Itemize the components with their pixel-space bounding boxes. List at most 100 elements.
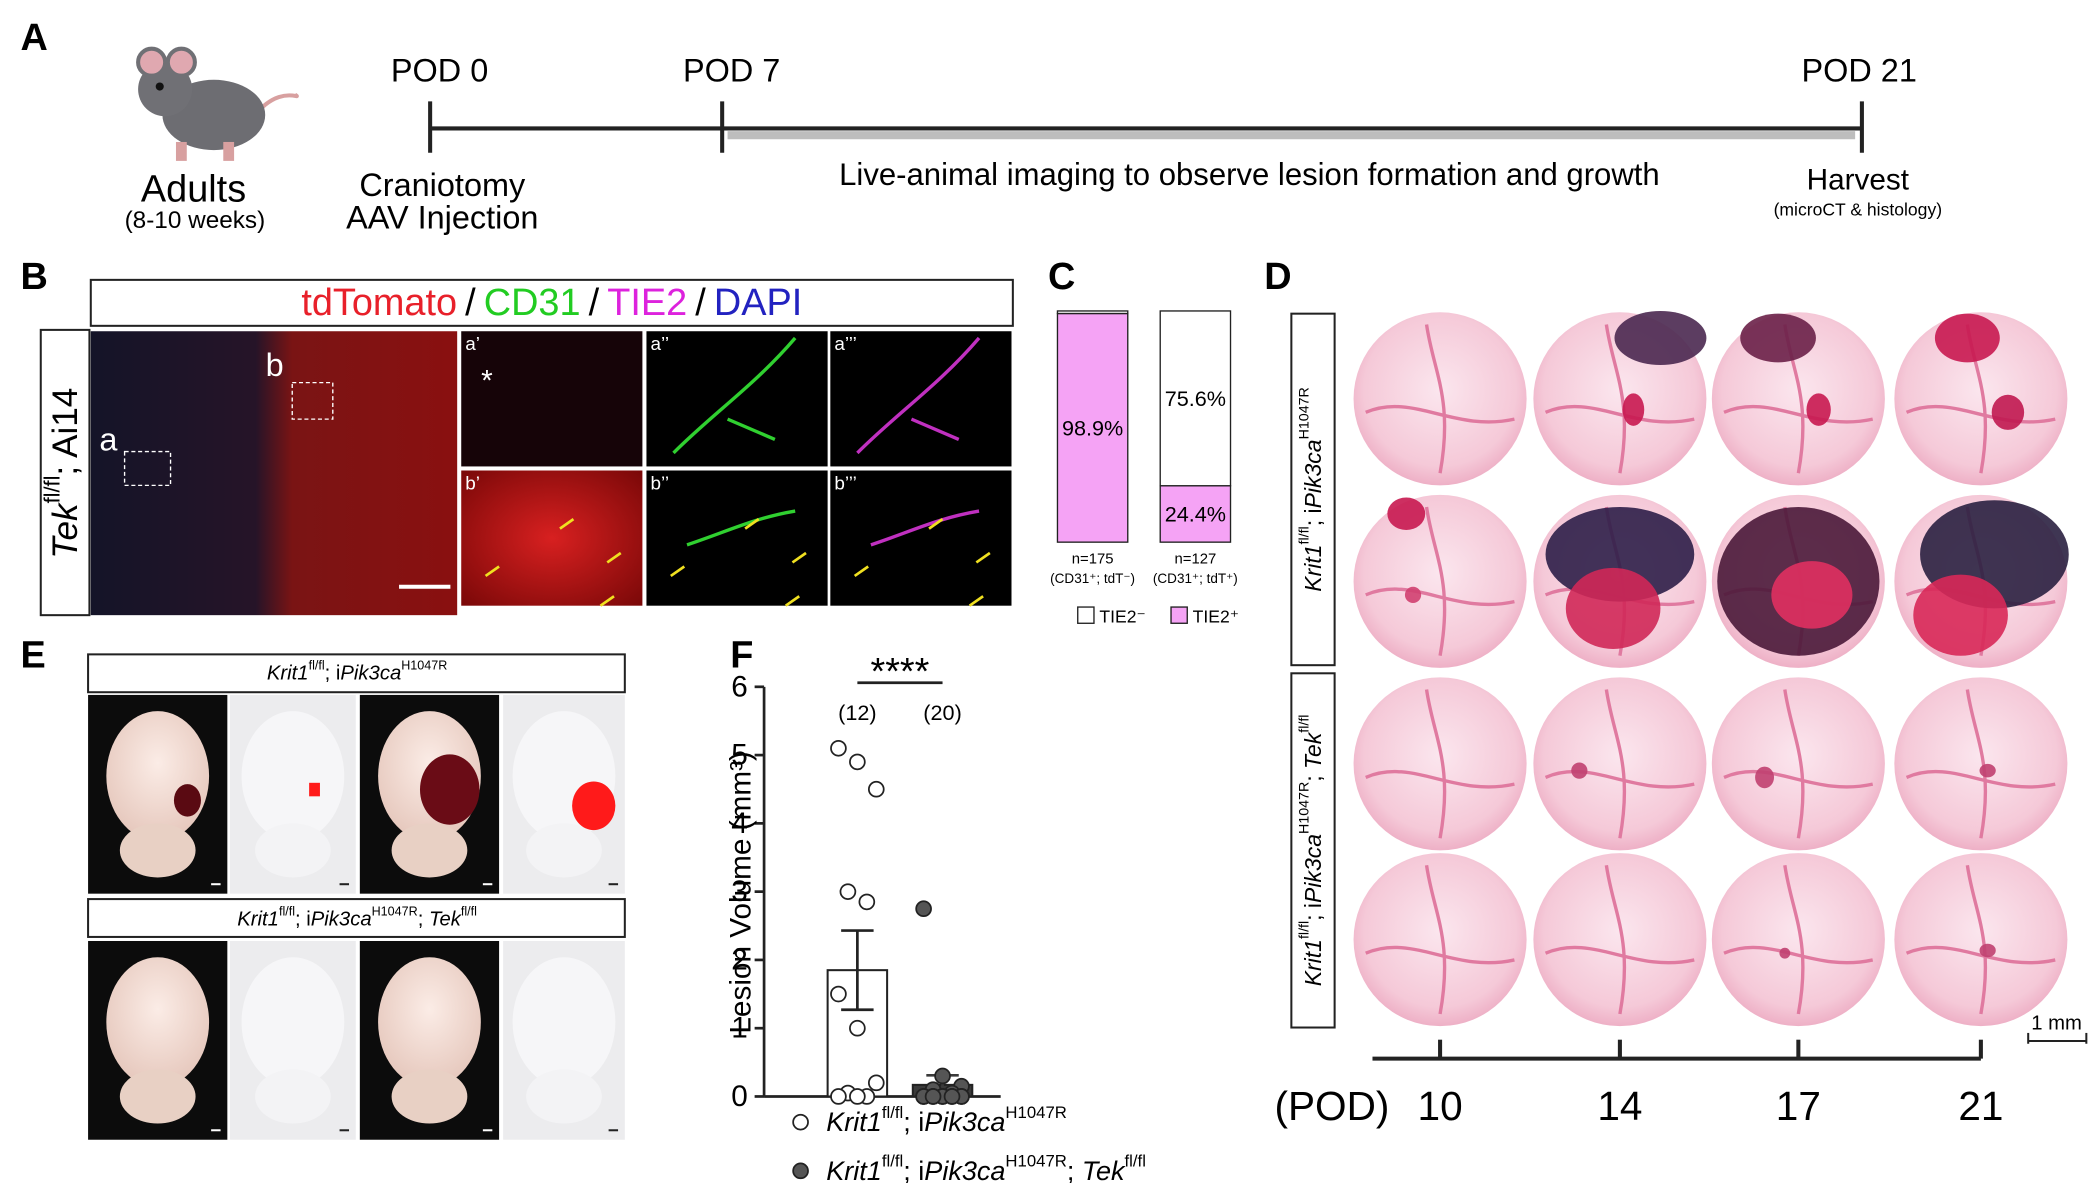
text-part: Pik3ca [340, 662, 401, 684]
text-part: H1047R [1296, 782, 1312, 834]
dish-image [1353, 494, 1527, 668]
timeline [428, 101, 1864, 153]
text-part: ; [418, 908, 429, 930]
timepoint: POD 21 [1802, 52, 1917, 88]
text-part: H1047R [401, 659, 447, 673]
text-part: ; i [325, 662, 341, 684]
arrow [975, 551, 991, 564]
vessel [1723, 689, 1874, 839]
mouse-icon [136, 46, 299, 161]
text-part: ; i [295, 908, 311, 930]
vessel [1905, 865, 2056, 1015]
significance: **** [870, 651, 929, 693]
lesion [1771, 561, 1853, 629]
category-note: (CD31⁺; tdT⁻) [1050, 571, 1135, 586]
lesion [1622, 393, 1645, 426]
brain [241, 711, 345, 841]
lesion [173, 784, 201, 817]
stain-name: / [465, 282, 476, 324]
event: Craniotomy [359, 167, 526, 203]
imaging-period [727, 131, 1856, 140]
vessel [1365, 324, 1515, 474]
category-note: (CD31⁺; tdT⁺) [1153, 571, 1238, 586]
data-point [849, 1019, 866, 1037]
vessel [1365, 689, 1515, 839]
text-part: H1047R [1005, 1102, 1066, 1121]
dish-image [1533, 677, 1707, 851]
subpanel-label: b’’ [651, 474, 670, 495]
inset-label: a [99, 421, 118, 457]
text-part: Pik3ca [311, 908, 372, 930]
data-point [934, 1067, 951, 1085]
legend-label: Krit1fl/fl; iPik3caH1047R [826, 1102, 1067, 1137]
text-part: ; [1067, 1156, 1082, 1183]
category-label: n=127 [1175, 552, 1217, 568]
cerebellum [255, 823, 331, 878]
event: Harvest [1807, 163, 1910, 196]
text-part: fl/fl [1125, 1151, 1146, 1170]
time-label: 17 [1776, 1083, 1821, 1129]
text-part: ; [1300, 769, 1326, 782]
vessel [1723, 865, 1874, 1015]
value-label: 98.9% [1062, 415, 1123, 440]
y-tick-label: 4 [731, 807, 748, 840]
vessel [1905, 689, 2056, 839]
text-part: fl/fl [1296, 921, 1312, 939]
value-label: 24.4% [1165, 501, 1226, 526]
text-part: fl/fl [1296, 526, 1312, 544]
data-point [849, 753, 866, 771]
scale-label: 1 mm [2031, 1012, 2082, 1034]
vessel [686, 509, 796, 547]
cerebellum [391, 1069, 468, 1124]
lesion [1979, 943, 1996, 958]
lesion [1934, 313, 2000, 363]
text-part: fl/fl [461, 905, 477, 919]
lesion [1913, 574, 2008, 656]
timepoint: POD 0 [391, 52, 488, 88]
dish-image [1353, 853, 1527, 1027]
cerebellum [119, 1069, 196, 1124]
stain-name: tdTomato [301, 282, 457, 324]
axis-label: (POD) [1274, 1083, 1389, 1129]
lesion [1614, 310, 1707, 366]
text-part: Krit1 [267, 662, 309, 684]
subpanel [646, 331, 828, 467]
brain-images [88, 694, 625, 1140]
row-label: Krit1fl/fl; iPik3caH1047R [1296, 387, 1326, 592]
vessel [856, 336, 981, 455]
time-label: 14 [1597, 1083, 1642, 1129]
category-label: n=175 [1072, 552, 1114, 568]
lesion [1740, 313, 1816, 363]
dish-image [1894, 312, 2068, 486]
panel-label: D [1264, 256, 1291, 298]
y-tick-label: 6 [731, 670, 748, 703]
scale-bar [2027, 1032, 2088, 1044]
event: AAV Injection [346, 200, 538, 236]
panel-label: C [1048, 256, 1075, 298]
timepoint: POD 7 [683, 52, 780, 88]
stain-name: CD31 [484, 282, 581, 324]
text-part: H1047R [1005, 1151, 1066, 1170]
dish-image [1894, 853, 2068, 1027]
y-tick-label: 3 [731, 875, 748, 908]
panel-label: E [20, 635, 45, 677]
row-label: Tekfl/fl; Ai14 [39, 388, 84, 559]
text-part: Krit1 [1300, 939, 1326, 986]
legend-label: TIE2⁻ [1099, 607, 1145, 627]
row-label-box [1290, 312, 1336, 667]
row-label-box [39, 328, 91, 617]
text-part: Krit1 [1300, 544, 1326, 591]
data-point [849, 1088, 866, 1105]
vessel [1544, 689, 1695, 839]
legend-swatch [1170, 606, 1188, 624]
subpanel [830, 331, 1012, 467]
text-part: Krit1 [237, 908, 279, 930]
arrow [559, 518, 575, 530]
text-part: ; i [903, 1107, 924, 1137]
text-part: ; i [1300, 903, 1326, 921]
data-point [839, 883, 857, 900]
cerebellum [526, 823, 602, 878]
arrow [670, 565, 686, 578]
